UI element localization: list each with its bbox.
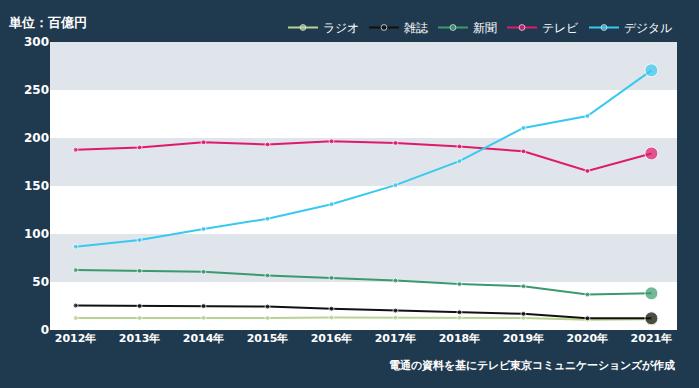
svg-text:デジタル: デジタル — [624, 21, 672, 35]
svg-text:雑誌: 雑誌 — [404, 21, 428, 35]
svg-text:ラジオ: ラジオ — [323, 21, 359, 35]
svg-text:2017年: 2017年 — [375, 332, 417, 345]
svg-text:新聞: 新聞 — [473, 21, 497, 35]
svg-text:150: 150 — [24, 179, 49, 193]
svg-text:250: 250 — [24, 83, 49, 97]
svg-text:テレビ: テレビ — [542, 21, 579, 35]
svg-text:2018年: 2018年 — [439, 332, 481, 345]
svg-text:電通の資料を基にテレビ東京コミュニケーションズが作成: 電通の資料を基にテレビ東京コミュニケーションズが作成 — [389, 359, 675, 372]
svg-text:2020年: 2020年 — [567, 332, 609, 345]
svg-text:2014年: 2014年 — [183, 332, 225, 345]
svg-text:100: 100 — [24, 227, 49, 241]
svg-text:2013年: 2013年 — [119, 332, 161, 345]
svg-text:0: 0 — [41, 323, 49, 337]
svg-text:2019年: 2019年 — [503, 332, 545, 345]
svg-text:2016年: 2016年 — [311, 332, 353, 345]
svg-text:50: 50 — [32, 275, 49, 289]
svg-text:2012年: 2012年 — [55, 332, 97, 345]
svg-text:300: 300 — [24, 35, 49, 49]
svg-text:2021年: 2021年 — [631, 332, 673, 345]
svg-text:単位：百億円: 単位：百億円 — [8, 15, 87, 30]
svg-text:2015年: 2015年 — [247, 332, 289, 345]
svg-text:200: 200 — [24, 131, 49, 145]
